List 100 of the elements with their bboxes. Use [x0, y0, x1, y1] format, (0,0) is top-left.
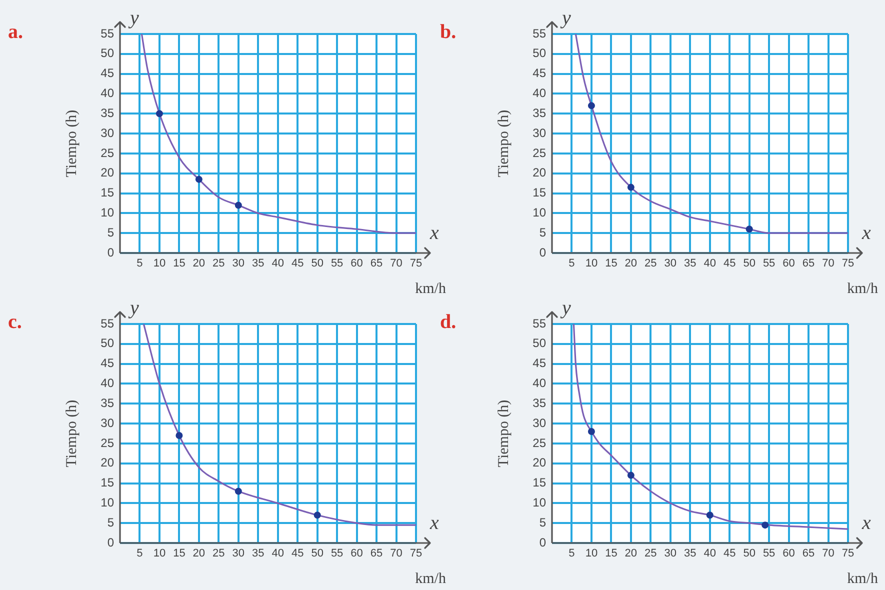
y-tick-label: 5 [107, 515, 114, 530]
y-tick-label: 35 [100, 106, 114, 120]
y-tick-label: 20 [100, 456, 114, 470]
y-tick-label: 15 [532, 186, 546, 200]
x-tick-label: 40 [704, 548, 716, 560]
y-tick-label: 0 [107, 535, 114, 550]
text: x [429, 512, 439, 534]
x-tick-label: 5 [136, 548, 143, 560]
x-tick-label: 75 [410, 548, 422, 560]
y-tick-label: 45 [532, 356, 546, 370]
y-axis-title: Tiempo (h) [496, 400, 512, 468]
y-tick-label: 5 [539, 515, 546, 530]
chart-title: b. [440, 21, 456, 43]
y-tick-label: 10 [532, 495, 546, 510]
x-tick-label: 75 [842, 548, 854, 560]
x-tick-label: 20 [624, 258, 638, 270]
x-tick-label: 45 [291, 258, 304, 270]
y-tick-label: 15 [532, 476, 546, 490]
y-tick-label: 50 [532, 46, 546, 60]
y-tick-label: 45 [532, 66, 546, 80]
x-tick-label: 70 [390, 548, 402, 560]
x-tick-label: 20 [624, 548, 638, 560]
y-tick-label: 10 [532, 205, 546, 220]
y-tick-label: 50 [532, 336, 546, 350]
x-tick-label: 60 [782, 548, 795, 560]
x-tick-label: 35 [684, 258, 696, 270]
y-tick-label: 30 [100, 416, 114, 430]
x-tick-label: 20 [192, 258, 206, 270]
y-tick-label: 50 [100, 336, 114, 350]
x-tick-label: 15 [173, 258, 186, 270]
x-tick-label: 10 [153, 548, 166, 560]
y-tick-label: 5 [107, 225, 114, 240]
y-tick-label: 25 [532, 436, 546, 450]
chart-title: a. [8, 21, 23, 43]
text: y [560, 7, 571, 29]
y-tick-label: 0 [107, 245, 114, 260]
y-tick-label: 40 [532, 86, 546, 100]
y-tick-label: 55 [532, 316, 546, 330]
x-tick-label: 60 [350, 548, 363, 560]
y-tick-label: 25 [532, 146, 546, 160]
x-tick-label: 25 [644, 258, 657, 270]
x-tick-label: 75 [410, 258, 422, 270]
text: x [861, 512, 871, 534]
x-tick-label: 35 [684, 548, 696, 560]
x-tick-label: 65 [370, 548, 383, 560]
y-tick-label: 25 [100, 146, 114, 160]
chart-title: d. [440, 311, 456, 333]
x-axis-title: km/h [847, 571, 878, 587]
y-tick-label: 35 [100, 396, 114, 410]
y-tick-label: 55 [532, 26, 546, 40]
x-tick-label: 25 [212, 258, 225, 270]
x-tick-label: 60 [350, 258, 363, 270]
y-tick-label: 40 [532, 376, 546, 390]
x-tick-label: 50 [311, 548, 324, 560]
x-tick-label: 30 [664, 548, 677, 560]
x-axis-title: km/h [415, 281, 446, 297]
x-tick-label: 50 [743, 548, 756, 560]
x-tick-label: 5 [136, 258, 143, 270]
y-tick-label: 10 [100, 205, 114, 220]
x-tick-label: 40 [272, 548, 284, 560]
x-tick-label: 55 [330, 548, 344, 560]
y-tick-label: 40 [100, 376, 114, 390]
x-tick-label: 5 [568, 258, 575, 270]
x-tick-label: 45 [291, 548, 304, 560]
x-tick-label: 15 [605, 548, 618, 560]
x-tick-label: 30 [232, 258, 245, 270]
y-tick-label: 0 [539, 535, 546, 550]
text: x [861, 222, 871, 244]
text: y [560, 297, 571, 319]
y-tick-label: 55 [100, 316, 114, 330]
text: y [128, 297, 139, 319]
y-tick-label: 15 [100, 476, 114, 490]
y-tick-label: 40 [100, 86, 114, 100]
y-tick-label: 35 [532, 106, 546, 120]
x-tick-label: 60 [782, 258, 795, 270]
x-tick-label: 5 [568, 548, 575, 560]
y-axis-title: Tiempo (h) [496, 110, 512, 178]
y-tick-label: 20 [532, 456, 546, 470]
x-tick-label: 40 [704, 258, 716, 270]
x-tick-label: 55 [330, 258, 344, 270]
x-tick-label: 65 [802, 258, 815, 270]
x-tick-label: 25 [644, 548, 657, 560]
x-tick-label: 10 [585, 258, 598, 270]
text: y [128, 7, 139, 29]
x-tick-label: 50 [743, 258, 756, 270]
x-tick-label: 75 [842, 258, 854, 270]
x-tick-label: 25 [212, 548, 225, 560]
x-tick-label: 30 [232, 548, 245, 560]
y-tick-label: 20 [100, 166, 114, 180]
x-tick-label: 45 [723, 548, 736, 560]
y-tick-label: 15 [100, 186, 114, 200]
x-tick-label: 55 [762, 258, 776, 270]
x-tick-label: 35 [252, 258, 264, 270]
x-tick-label: 65 [802, 548, 815, 560]
y-tick-label: 35 [532, 396, 546, 410]
y-axis-title: Tiempo (h) [64, 400, 80, 468]
x-tick-label: 15 [605, 258, 618, 270]
y-tick-label: 50 [100, 46, 114, 60]
x-tick-label: 40 [272, 258, 284, 270]
y-tick-label: 10 [100, 495, 114, 510]
